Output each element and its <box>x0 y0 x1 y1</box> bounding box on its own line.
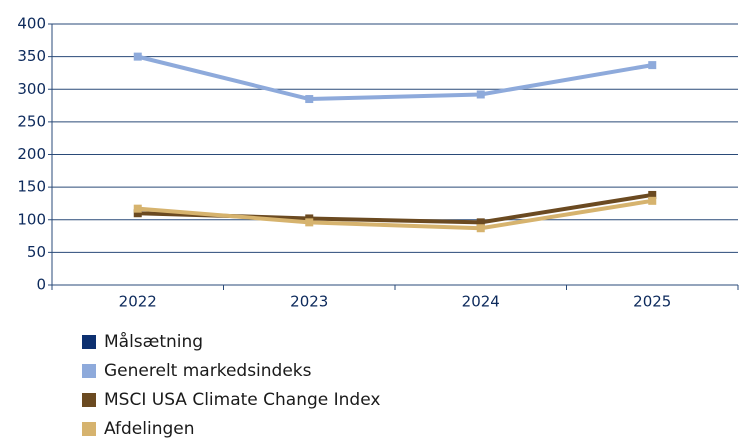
y-tick-label: 350 <box>17 47 46 65</box>
point-marker <box>476 224 485 233</box>
y-tick-label: 200 <box>17 145 46 163</box>
series-line <box>137 54 653 102</box>
point-marker <box>305 218 314 227</box>
legend-swatch <box>82 393 96 407</box>
point-marker <box>648 196 657 205</box>
point-marker <box>476 218 485 227</box>
y-tick-label: 400 <box>17 15 46 33</box>
legend-swatch <box>82 335 96 349</box>
x-tick-label: 2023 <box>290 293 328 311</box>
series-line <box>137 198 653 231</box>
x-tick-label: 2024 <box>462 293 500 311</box>
y-tick-label: 100 <box>17 210 46 228</box>
legend-label: Afdelingen <box>104 419 195 439</box>
y-tick-label: 50 <box>27 243 46 261</box>
legend-label: Generelt markedsindeks <box>104 361 312 381</box>
point-marker <box>648 61 657 70</box>
point-marker <box>648 190 657 199</box>
point-marker <box>305 95 314 104</box>
series-line <box>137 192 653 225</box>
point-marker <box>133 209 142 218</box>
point-marker <box>133 204 142 213</box>
x-tick-label: 2022 <box>119 293 157 311</box>
y-tick-label: 250 <box>17 112 46 130</box>
y-tick-label: 300 <box>17 80 46 98</box>
legend-swatch <box>82 364 96 378</box>
point-marker <box>133 52 142 61</box>
point-marker <box>476 90 485 99</box>
legend-swatch <box>82 422 96 436</box>
y-tick-label: 150 <box>17 178 46 196</box>
legend-label: Målsætning <box>104 331 203 352</box>
y-tick-label: 0 <box>36 276 46 294</box>
legend-label: MSCI USA Climate Change Index <box>104 390 380 410</box>
x-tick-label: 2025 <box>633 293 671 311</box>
